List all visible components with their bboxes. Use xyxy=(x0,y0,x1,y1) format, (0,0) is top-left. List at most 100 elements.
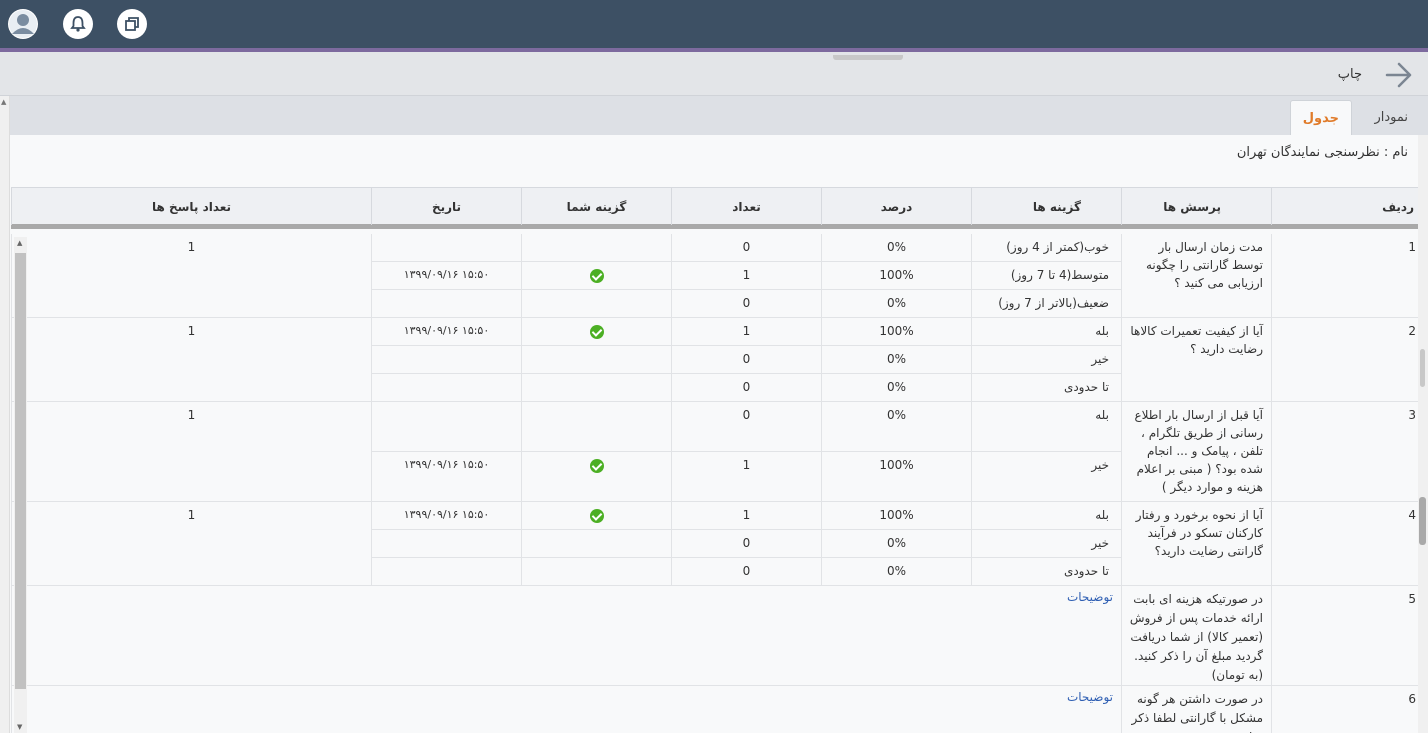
option-count: 1 xyxy=(671,502,821,530)
option-count: 1 xyxy=(671,262,821,290)
your-choice-cell xyxy=(521,234,671,262)
avatar-icon[interactable] xyxy=(8,9,38,39)
your-choice-cell xyxy=(521,530,671,558)
option-label: خیر xyxy=(971,530,1121,558)
option-date xyxy=(371,530,521,558)
column-header-date[interactable]: تاریخ xyxy=(371,188,521,225)
column-header-question[interactable]: پرسش ها xyxy=(1121,188,1271,225)
option-count: 0 xyxy=(671,290,821,318)
description-link: توضیحات xyxy=(11,686,1121,733)
row-number: 3 xyxy=(1271,402,1428,502)
column-header-row[interactable]: ردیف xyxy=(1271,188,1428,225)
option-label: بله xyxy=(971,402,1121,452)
option-percent: 0% xyxy=(821,530,971,558)
answers-count: 1 xyxy=(11,502,371,586)
scroll-down-icon[interactable]: ▼ xyxy=(17,723,23,731)
option-label: تا حدودی xyxy=(971,558,1121,586)
your-choice-cell xyxy=(521,402,671,452)
drag-handle[interactable] xyxy=(833,55,903,60)
your-choice-cell xyxy=(521,452,671,502)
option-count: 1 xyxy=(671,318,821,346)
scroll-up-icon[interactable]: ▲ xyxy=(17,239,23,247)
question-text: آیا قبل از ارسال بار اطلاع رسانی از طریق… xyxy=(1121,402,1271,502)
back-arrow-icon[interactable] xyxy=(1384,60,1414,90)
option-count: 0 xyxy=(671,402,821,452)
column-header-your-choice[interactable]: گزینه شما xyxy=(521,188,671,225)
question-text: در صورت داشتن هر گونه مشکل با گارانتی لط… xyxy=(1121,686,1271,733)
your-choice-cell xyxy=(521,502,671,530)
option-percent: 100% xyxy=(821,452,971,502)
description-link-label[interactable]: توضیحات xyxy=(1066,690,1113,704)
check-icon xyxy=(589,325,604,339)
description-link-label[interactable]: توضیحات xyxy=(1066,590,1113,604)
table-header: ردیف پرسش ها گزینه ها درصد تعداد گزینه ش… xyxy=(11,187,1428,229)
answers-count: 1 xyxy=(11,402,371,502)
row-number: 2 xyxy=(1271,318,1428,402)
row-number: 6 xyxy=(1271,686,1428,733)
description-link: توضیحات xyxy=(11,586,1121,686)
option-date xyxy=(371,374,521,402)
option-percent: 0% xyxy=(821,234,971,262)
check-icon xyxy=(589,269,604,283)
option-percent: 0% xyxy=(821,290,971,318)
option-percent: 100% xyxy=(821,318,971,346)
option-label: متوسط(4 تا 7 روز) xyxy=(971,262,1121,290)
option-date xyxy=(371,346,521,374)
option-count: 1 xyxy=(671,452,821,502)
option-label: خوب(کمتر از 4 روز) xyxy=(971,234,1121,262)
check-icon xyxy=(589,509,604,523)
print-button[interactable]: چاپ xyxy=(1337,67,1362,82)
table-scrollbar[interactable]: ▲ ▼ xyxy=(14,237,27,733)
page-scrollbar-right[interactable] xyxy=(1418,135,1428,733)
option-label: تا حدودی xyxy=(971,374,1121,402)
scroll-up-icon[interactable]: ▲ xyxy=(1,98,7,106)
bell-icon[interactable] xyxy=(63,9,93,39)
option-percent: 0% xyxy=(821,346,971,374)
option-count: 0 xyxy=(671,346,821,374)
option-percent: 100% xyxy=(821,502,971,530)
question-text: مدت زمان ارسال بار توسط گارانتی را چگونه… xyxy=(1121,234,1271,318)
answers-count: 1 xyxy=(11,234,371,318)
print-toolbar: چاپ xyxy=(0,52,1428,96)
option-date: ۱۳۹۹/۰۹/۱۶ ۱۵:۵۰ xyxy=(371,502,521,530)
column-header-options[interactable]: گزینه ها xyxy=(971,188,1121,225)
option-label: بله xyxy=(971,502,1121,530)
option-date xyxy=(371,402,521,452)
option-label: خیر xyxy=(971,452,1121,502)
your-choice-cell xyxy=(521,558,671,586)
column-header-count[interactable]: تعداد xyxy=(671,188,821,225)
option-date xyxy=(371,558,521,586)
page-scrollbar-left[interactable]: ▲ xyxy=(0,96,10,733)
survey-name: نام : نظرسنجی نمایندگان تهران xyxy=(1236,145,1408,160)
option-percent: 0% xyxy=(821,402,971,452)
option-percent: 100% xyxy=(821,262,971,290)
table-scrollbar-thumb[interactable] xyxy=(15,253,26,689)
window-icon[interactable] xyxy=(117,9,147,39)
tab-chart[interactable]: نمودار xyxy=(1374,110,1408,125)
option-count: 0 xyxy=(671,234,821,262)
your-choice-cell xyxy=(521,374,671,402)
row-number: 1 xyxy=(1271,234,1428,318)
row-number: 4 xyxy=(1271,502,1428,586)
option-date xyxy=(371,234,521,262)
question-text: در صورتیکه هزینه ای بابت ارائه خدمات پس … xyxy=(1121,586,1271,686)
scrollbar-thumb[interactable] xyxy=(1420,349,1425,387)
option-date: ۱۳۹۹/۰۹/۱۶ ۱۵:۵۰ xyxy=(371,452,521,502)
option-percent: 0% xyxy=(821,374,971,402)
row-number: 5 xyxy=(1271,586,1428,686)
option-count: 0 xyxy=(671,530,821,558)
scrollbar-thumb[interactable] xyxy=(1419,497,1426,545)
tab-table[interactable]: جدول xyxy=(1289,100,1352,135)
table-body: 1 مدت زمان ارسال بار توسط گارانتی را چگون… xyxy=(11,234,1428,733)
option-count: 0 xyxy=(671,374,821,402)
question-text: آیا از کیفیت تعمیرات کالاها رضایت دارید … xyxy=(1121,318,1271,402)
option-label: خیر xyxy=(971,346,1121,374)
column-header-answers-count[interactable]: تعداد پاسخ ها xyxy=(11,188,371,225)
tabs-bar: جدول نمودار xyxy=(10,96,1428,135)
option-date: ۱۳۹۹/۰۹/۱۶ ۱۵:۵۰ xyxy=(371,262,521,290)
answers-count: 1 xyxy=(11,318,371,402)
your-choice-cell xyxy=(521,346,671,374)
option-label: بله xyxy=(971,318,1121,346)
column-header-percent[interactable]: درصد xyxy=(821,188,971,225)
option-percent: 0% xyxy=(821,558,971,586)
